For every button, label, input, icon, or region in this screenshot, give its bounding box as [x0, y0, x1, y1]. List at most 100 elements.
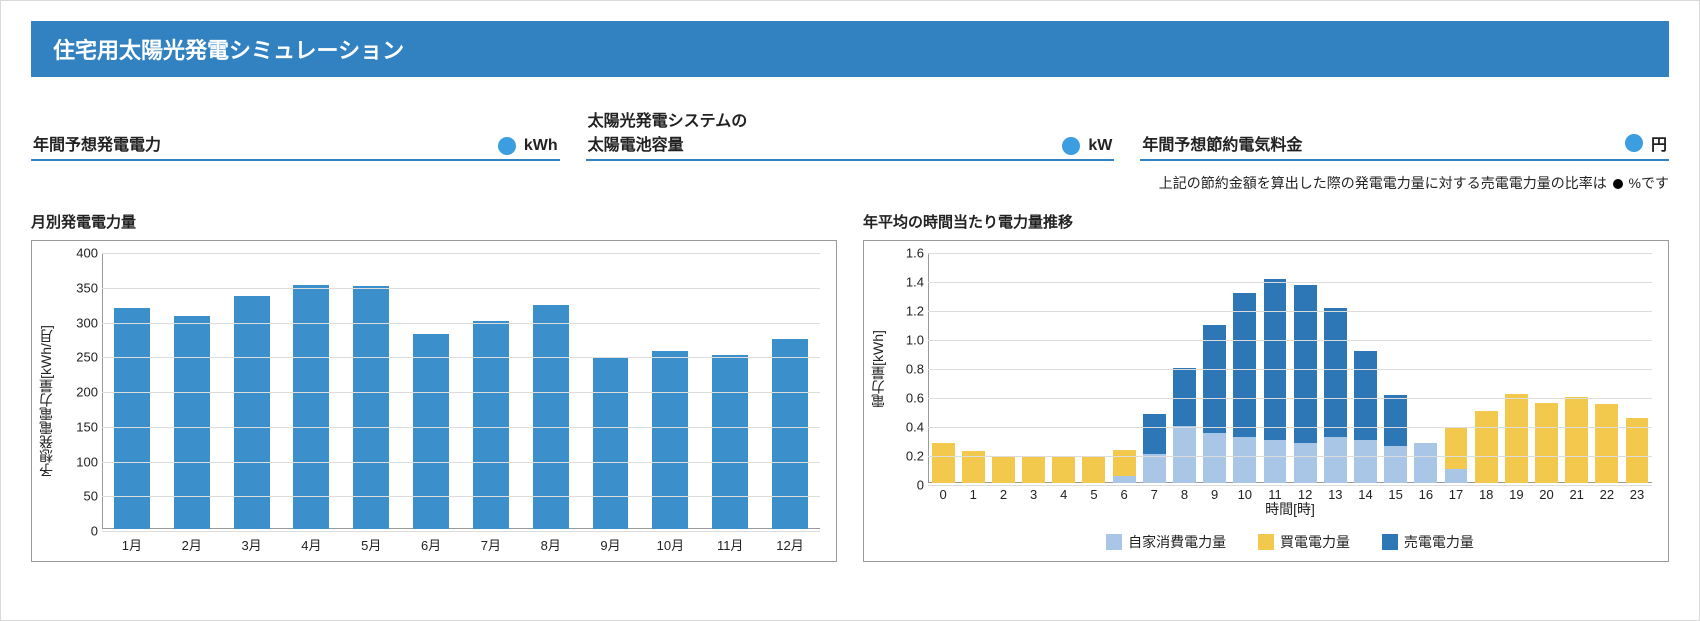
value-dot-icon [1062, 137, 1080, 155]
bar-segment-self [1203, 433, 1226, 483]
bar-segment-buy [1445, 428, 1468, 468]
y-axis-label: 電力量[kWh] [868, 330, 888, 408]
bar-segment-buy [1082, 457, 1105, 483]
bar-segment-buy [932, 443, 955, 483]
x-tick-label: 12月 [760, 529, 820, 554]
y-tick-label: 0.4 [906, 420, 924, 435]
gridline [102, 253, 820, 254]
ratio-note: 上記の節約金額を算出した際の発電電力量に対する売電電力量の比率は %です [31, 173, 1669, 193]
monthly-generation-chart: 予想発電電力量[kWh/月] 1月2月3月4月5月6月7月8月9月10月11月1… [31, 240, 837, 562]
bar-slot: 6 [1109, 253, 1139, 483]
bar-segment-buy [1505, 394, 1528, 483]
bar-slot: 10 [1230, 253, 1260, 483]
gridline [102, 531, 820, 532]
bar-slot: 16 [1411, 253, 1441, 483]
summary-annual-generation: 年間予想発電電力 kWh [31, 107, 560, 161]
y-axis-label: 予想発電電力量[kWh/月] [36, 325, 56, 477]
y-tick-label: 0.6 [906, 391, 924, 406]
bar-segment-self [1384, 446, 1407, 483]
summary-unit: kW [1088, 137, 1112, 155]
x-tick-label: 6月 [401, 529, 461, 554]
charts-row: 月別発電電力量 予想発電電力量[kWh/月] 1月2月3月4月5月6月7月8月9… [31, 211, 1669, 562]
value-dot-icon [1625, 134, 1643, 152]
x-tick-label: 2月 [162, 529, 222, 554]
bar-segment-sell [1233, 293, 1256, 437]
x-tick-label: 11月 [700, 529, 760, 554]
bar [593, 357, 629, 530]
y-tick-label: 1.6 [906, 246, 924, 261]
monthly-chart-column: 月別発電電力量 予想発電電力量[kWh/月] 1月2月3月4月5月6月7月8月9… [31, 211, 837, 562]
gridline [928, 282, 1652, 283]
y-tick-label: 0.8 [906, 362, 924, 377]
bar-segment-buy [1565, 397, 1588, 483]
bar-slot: 4 [1049, 253, 1079, 483]
bar-slot: 10月 [640, 253, 700, 529]
bar-slot: 1月 [102, 253, 162, 529]
bar-segment-sell [1294, 285, 1317, 443]
gridline [102, 288, 820, 289]
y-tick-label: 0.2 [906, 449, 924, 464]
summary-unit: 円 [1651, 131, 1667, 155]
bar [413, 334, 449, 529]
summary-row: 年間予想発電電力 kWh 太陽光発電システムの 太陽電池容量 kW 年間予想節約… [31, 107, 1669, 161]
bar-segment-self [1143, 454, 1166, 483]
bar-slot: 2月 [162, 253, 222, 529]
gridline [102, 357, 820, 358]
bar-slot: 17 [1441, 253, 1471, 483]
summary-panel-capacity: 太陽光発電システムの 太陽電池容量 kW [586, 107, 1115, 161]
gridline [928, 369, 1652, 370]
gridline [102, 427, 820, 428]
bar [772, 339, 808, 529]
bar-slot: 9月 [581, 253, 641, 529]
bar-slot: 18 [1471, 253, 1501, 483]
bar-slot: 23 [1622, 253, 1652, 483]
value-dot-icon [498, 137, 516, 155]
bar-slot: 12月 [760, 253, 820, 529]
bar-slot: 8月 [521, 253, 581, 529]
bar-segment-buy [1022, 457, 1045, 483]
y-tick-label: 100 [76, 454, 98, 469]
bar-slot: 2 [988, 253, 1018, 483]
y-tick-label: 1.4 [906, 275, 924, 290]
x-axis-label: 時間[時] [928, 499, 1652, 519]
bar-segment-self [1354, 440, 1377, 483]
bar-slot: 19 [1501, 253, 1531, 483]
x-tick-label: 4月 [281, 529, 341, 554]
summary-unit: kWh [524, 137, 558, 155]
bar-slot: 1 [958, 253, 988, 483]
bar-slot: 9 [1200, 253, 1230, 483]
bar-slot: 7月 [461, 253, 521, 529]
gridline [102, 392, 820, 393]
bar-slot: 22 [1592, 253, 1622, 483]
bar-segment-buy [992, 456, 1015, 483]
plot-area: 1月2月3月4月5月6月7月8月9月10月11月12月 [102, 253, 820, 529]
bar-slot: 5 [1079, 253, 1109, 483]
bar-segment-self [1173, 426, 1196, 484]
bar-slot: 6月 [401, 253, 461, 529]
gridline [928, 340, 1652, 341]
bar-segment-buy [1052, 457, 1075, 483]
plot-area: 01234567891011121314151617181920212223 [928, 253, 1652, 483]
legend: 自家消費電力量 買電電力量 売電電力量 [928, 532, 1652, 553]
bar-slot: 3 [1019, 253, 1049, 483]
bar-segment-sell [1264, 279, 1287, 440]
legend-label: 買電電力量 [1280, 532, 1350, 552]
bar-segment-self [1294, 443, 1317, 483]
app-frame: 住宅用太陽光発電シミュレーション 年間予想発電電力 kWh 太陽光発電システムの… [0, 0, 1700, 621]
chart-title: 月別発電電力量 [31, 211, 837, 232]
bar [473, 321, 509, 529]
summary-label: 太陽光発電システムの 太陽電池容量 [588, 107, 748, 155]
gridline [102, 323, 820, 324]
bar-slot: 14 [1350, 253, 1380, 483]
y-tick-label: 150 [76, 419, 98, 434]
bar [652, 351, 688, 529]
gridline [928, 456, 1652, 457]
bar-slot: 13 [1320, 253, 1350, 483]
bar-segment-self [1414, 443, 1437, 483]
bar-segment-buy [1535, 403, 1558, 484]
bar-segment-buy [1595, 404, 1618, 483]
bar-segment-buy [1113, 450, 1136, 476]
x-tick-label: 8月 [521, 529, 581, 554]
gridline [928, 311, 1652, 312]
chart-title: 年平均の時間当たり電力量推移 [863, 211, 1669, 232]
